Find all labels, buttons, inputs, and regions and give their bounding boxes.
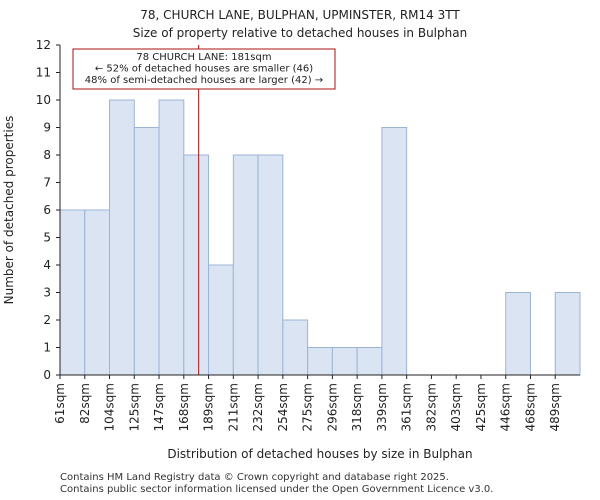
bar-489sqm [554, 292, 581, 376]
y-tick-label: 9 [43, 121, 51, 135]
x-tick-label: 82sqm [78, 383, 92, 424]
bar-104sqm [109, 99, 135, 376]
y-axis-label: Number of detached properties [2, 116, 16, 305]
bar-232sqm [257, 154, 284, 376]
y-tick-label: 7 [43, 176, 51, 190]
x-tick-label: 361sqm [400, 383, 414, 431]
x-tick-label: 468sqm [523, 383, 537, 431]
bar-318sqm [356, 347, 383, 376]
y-tick-label: 8 [43, 148, 51, 162]
y-tick-label: 0 [43, 368, 51, 382]
y-tick-label: 1 [43, 341, 51, 355]
x-tick-label: 446sqm [499, 383, 513, 431]
x-tick-label: 147sqm [152, 383, 166, 431]
chart-subtitle: Size of property relative to detached ho… [133, 26, 467, 40]
bar-446sqm [505, 292, 531, 376]
x-tick-label: 211sqm [226, 383, 240, 431]
x-tick-label: 296sqm [325, 383, 339, 431]
bar-147sqm [158, 99, 185, 376]
x-tick-label: 125sqm [127, 383, 141, 431]
bar-211sqm [232, 154, 259, 376]
bar-339sqm [381, 127, 408, 376]
bar-125sqm [133, 127, 160, 376]
x-tick-label: 232sqm [251, 383, 265, 431]
annotation-line-3: 48% of semi-detached houses are larger (… [85, 75, 323, 86]
footer-attribution-land-registry: Contains HM Land Registry data © Crown c… [60, 472, 449, 483]
footer-attribution-ogl: Contains public sector information licen… [60, 484, 494, 495]
annotation-line-2: ← 52% of detached houses are smaller (46… [95, 64, 313, 75]
bar-82sqm [84, 209, 111, 376]
x-tick-label: 425sqm [474, 383, 488, 431]
bar-275sqm [307, 347, 333, 376]
annotation-box [72, 48, 336, 90]
bar-189sqm [208, 264, 234, 376]
x-tick-label: 403sqm [449, 383, 463, 431]
chart-title: 78, CHURCH LANE, BULPHAN, UPMINSTER, RM1… [140, 8, 460, 22]
x-tick-label: 382sqm [424, 383, 438, 431]
x-tick-label: 168sqm [177, 383, 191, 431]
bar-61sqm [59, 209, 86, 376]
y-tick-label: 11 [36, 66, 51, 80]
y-tick-label: 3 [43, 286, 51, 300]
y-tick-label: 10 [36, 93, 51, 107]
x-tick-label: 61sqm [53, 383, 67, 424]
x-tick-label: 339sqm [375, 383, 389, 431]
x-tick-label: 489sqm [548, 383, 562, 431]
x-axis-label: Distribution of detached houses by size … [167, 447, 472, 461]
bar-168sqm [183, 154, 210, 376]
y-tick-label: 4 [43, 258, 51, 272]
x-tick-label: 104sqm [103, 383, 117, 431]
y-tick-label: 6 [43, 203, 51, 217]
bar-296sqm [331, 347, 358, 376]
x-tick-label: 318sqm [350, 383, 364, 431]
y-tick-label: 12 [36, 38, 51, 52]
x-tick-label: 275sqm [301, 383, 315, 431]
x-tick-label: 254sqm [276, 383, 290, 431]
y-tick-label: 5 [43, 231, 51, 245]
bar-254sqm [282, 319, 309, 376]
annotation-line-1: 78 CHURCH LANE: 181sqm [136, 52, 271, 63]
y-tick-label: 2 [43, 313, 51, 327]
x-tick-label: 189sqm [202, 383, 216, 431]
